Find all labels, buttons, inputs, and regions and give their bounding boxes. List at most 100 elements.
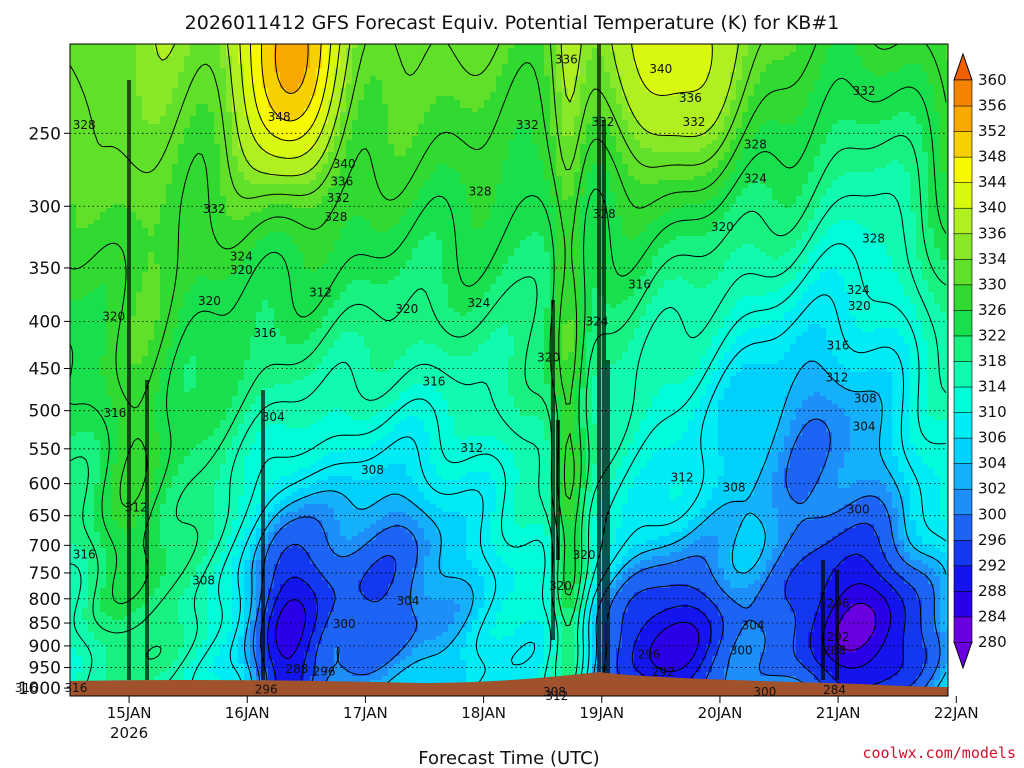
field-cell bbox=[196, 320, 203, 325]
field-cell bbox=[208, 216, 215, 221]
field-cell bbox=[106, 420, 113, 425]
field-cell bbox=[100, 508, 107, 513]
field-cell bbox=[88, 48, 95, 53]
field-cell bbox=[82, 180, 89, 185]
field-cell bbox=[100, 252, 107, 257]
field-cell bbox=[82, 208, 89, 213]
field-cell bbox=[202, 220, 209, 225]
field-cell bbox=[166, 580, 173, 585]
field-cell bbox=[244, 500, 251, 505]
field-cell bbox=[244, 68, 251, 73]
field-cell bbox=[232, 624, 239, 629]
field-cell bbox=[130, 256, 137, 261]
field-cell bbox=[82, 412, 89, 417]
field-cell bbox=[70, 288, 77, 293]
field-cell bbox=[154, 144, 161, 149]
field-cell bbox=[208, 272, 215, 277]
field-cell bbox=[178, 468, 185, 473]
field-cell bbox=[238, 448, 245, 453]
field-cell bbox=[106, 552, 113, 557]
field-cell bbox=[88, 496, 95, 501]
field-cell bbox=[250, 228, 257, 233]
field-cell bbox=[82, 380, 89, 385]
field-cell bbox=[100, 316, 107, 321]
field-cell bbox=[148, 268, 155, 273]
field-cell bbox=[100, 428, 107, 433]
field-cell bbox=[142, 400, 149, 405]
field-cell bbox=[70, 428, 77, 433]
field-cell bbox=[154, 280, 161, 285]
field-cell bbox=[232, 44, 239, 49]
field-cell bbox=[118, 640, 125, 645]
field-cell bbox=[76, 196, 83, 201]
field-cell bbox=[178, 276, 185, 281]
field-cell bbox=[70, 452, 77, 457]
field-cell bbox=[250, 64, 257, 69]
field-cell bbox=[100, 408, 107, 413]
field-cell bbox=[100, 168, 107, 173]
field-cell bbox=[214, 368, 221, 373]
field-cell bbox=[136, 644, 143, 649]
field-cell bbox=[166, 232, 173, 237]
field-cell bbox=[136, 244, 143, 249]
field-cell bbox=[124, 308, 131, 313]
field-cell bbox=[76, 84, 83, 89]
field-cell bbox=[154, 224, 161, 229]
field-cell bbox=[94, 160, 101, 165]
field-cell bbox=[148, 636, 155, 641]
field-cell bbox=[232, 104, 239, 109]
field-cell bbox=[202, 316, 209, 321]
field-cell bbox=[178, 192, 185, 197]
field-cell bbox=[238, 660, 245, 665]
field-cell bbox=[220, 648, 227, 653]
field-cell bbox=[172, 368, 179, 373]
field-cell bbox=[202, 200, 209, 205]
field-cell bbox=[112, 632, 119, 637]
field-cell bbox=[124, 328, 131, 333]
field-cell bbox=[202, 664, 209, 669]
field-cell bbox=[208, 596, 215, 601]
field-cell bbox=[178, 104, 185, 109]
field-cell bbox=[124, 628, 131, 633]
field-cell bbox=[202, 176, 209, 181]
field-cell bbox=[160, 560, 167, 565]
field-cell bbox=[76, 272, 83, 277]
field-cell bbox=[148, 156, 155, 161]
field-cell bbox=[88, 384, 95, 389]
field-cell bbox=[130, 628, 137, 633]
field-cell bbox=[76, 52, 83, 57]
field-cell bbox=[220, 148, 227, 153]
field-cell bbox=[196, 228, 203, 233]
field-cell bbox=[124, 448, 131, 453]
field-cell bbox=[118, 544, 125, 549]
field-cell bbox=[178, 328, 185, 333]
field-cell bbox=[190, 304, 197, 309]
field-cell bbox=[250, 272, 257, 277]
field-cell bbox=[142, 312, 149, 317]
field-cell bbox=[166, 516, 173, 521]
field-cell bbox=[190, 332, 197, 337]
field-cell bbox=[148, 232, 155, 237]
field-cell bbox=[148, 560, 155, 565]
field-cell bbox=[136, 216, 143, 221]
field-cell bbox=[142, 472, 149, 477]
field-cell bbox=[100, 196, 107, 201]
field-cell bbox=[214, 412, 221, 417]
field-cell bbox=[118, 552, 125, 557]
field-cell bbox=[112, 148, 119, 153]
field-cell bbox=[226, 64, 233, 69]
field-cell bbox=[154, 428, 161, 433]
field-cell bbox=[238, 360, 245, 365]
field-cell bbox=[148, 648, 155, 653]
field-cell bbox=[124, 352, 131, 357]
field-cell bbox=[124, 84, 131, 89]
field-cell bbox=[184, 44, 191, 49]
field-cell bbox=[178, 484, 185, 489]
field-cell bbox=[88, 344, 95, 349]
field-cell bbox=[124, 388, 131, 393]
field-cell bbox=[184, 52, 191, 57]
field-cell bbox=[172, 144, 179, 149]
field-cell bbox=[202, 136, 209, 141]
field-cell bbox=[232, 308, 239, 313]
field-cell bbox=[124, 492, 131, 497]
